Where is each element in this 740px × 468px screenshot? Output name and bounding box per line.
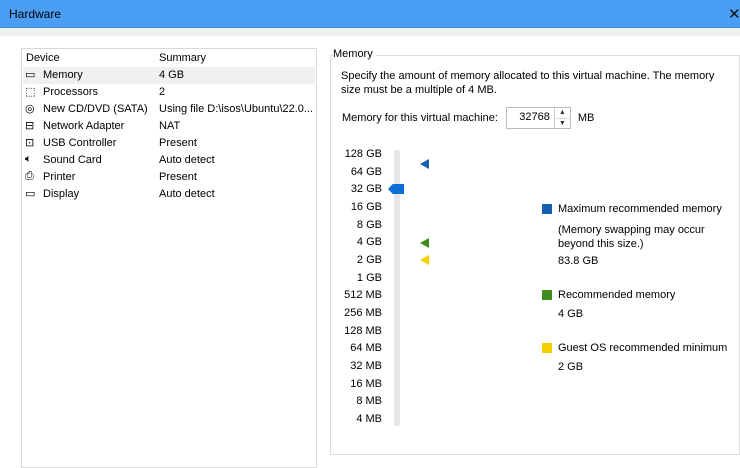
memory-icon: ▭ xyxy=(25,69,36,81)
column-header-summary[interactable]: Summary xyxy=(159,52,207,64)
device-summary: Present xyxy=(159,171,197,183)
device-summary: NAT xyxy=(159,120,181,132)
max-legend-note: (Memory swapping may occur beyond this s… xyxy=(558,224,705,250)
cd-icon: ◎ xyxy=(25,103,35,115)
max-legend-label: Maximum recommended memory xyxy=(558,203,722,215)
memory-description: Specify the amount of memory allocated t… xyxy=(341,70,715,96)
slider-tick-label: 8 MB xyxy=(356,395,382,408)
max-legend-swatch xyxy=(542,204,552,214)
device-name: Sound Card xyxy=(43,154,102,166)
device-name: USB Controller xyxy=(43,137,117,149)
device-row-network-adapter[interactable]: ⊟ Network Adapter NAT xyxy=(23,118,315,135)
device-list: Device Summary ▭ Memory 4 GB ⬚ Processors 2 ◎ N… xyxy=(21,48,317,468)
column-header-device[interactable]: Device xyxy=(26,52,60,64)
device-name: Network Adapter xyxy=(43,120,125,132)
usb-icon: ⊡ xyxy=(25,137,35,149)
slider-tick-label: 4 GB xyxy=(356,236,382,249)
device-row-processors[interactable]: ⬚ Processors 2 xyxy=(23,84,315,101)
device-row-display[interactable]: ▭ Display Auto detect xyxy=(23,186,315,203)
slider-tick-label: 32 MB xyxy=(350,360,382,373)
network-icon: ⊟ xyxy=(25,120,35,132)
memory-unit: MB xyxy=(577,112,595,124)
memory-slider-thumb[interactable] xyxy=(388,184,404,194)
printer-icon: ⎙ xyxy=(25,170,34,182)
slider-tick-label: 16 MB xyxy=(350,377,382,390)
slider-tick-label: 32 GB xyxy=(350,183,382,196)
minimum-marker xyxy=(420,255,429,265)
min-legend-value: 2 GB xyxy=(558,361,584,373)
device-summary: 2 xyxy=(159,86,166,98)
title-bar: Hardware ✕ xyxy=(0,0,740,28)
device-name: Processors xyxy=(43,86,99,98)
stepper-up-icon[interactable]: ▲ xyxy=(554,108,570,119)
max-legend-value: 83.8 GB xyxy=(558,255,599,267)
device-row-usb-controller[interactable]: ⊡ USB Controller Present xyxy=(23,135,315,152)
memory-field-label: Memory for this virtual machine: xyxy=(342,112,498,124)
device-summary: Auto detect xyxy=(159,154,215,166)
slider-tick-label: 64 GB xyxy=(350,165,382,178)
device-name: New CD/DVD (SATA) xyxy=(43,103,148,115)
device-name: Printer xyxy=(43,171,76,183)
device-row-new-cd-dvd-sata-[interactable]: ◎ New CD/DVD (SATA) Using file D:\isos\Ubu… xyxy=(23,101,315,118)
rec-legend-value: 4 GB xyxy=(558,308,584,320)
device-summary: Auto detect xyxy=(159,188,215,200)
rec-legend-swatch xyxy=(542,290,552,300)
slider-tick-label: 16 GB xyxy=(350,201,382,213)
device-row-sound-card[interactable]: 🔈︎ Sound Card Auto detect xyxy=(23,152,315,169)
device-summary: Present xyxy=(159,137,197,149)
slider-tick-label: 64 MB xyxy=(350,342,382,355)
slider-tick-label: 2 GB xyxy=(356,254,382,267)
max-legend-details: (Memory swapping may occur beyond this s… xyxy=(558,223,708,267)
device-row-memory[interactable]: ▭ Memory 4 GB xyxy=(23,67,315,84)
memory-input[interactable]: 32768 xyxy=(519,111,550,123)
memory-stepper[interactable]: 32768 ▲ ▼ xyxy=(505,107,571,129)
slider-tick-label: 4 MB xyxy=(356,413,382,426)
close-icon[interactable]: ✕ xyxy=(728,6,740,23)
display-icon: ▭ xyxy=(25,188,36,200)
stepper-down-icon[interactable]: ▼ xyxy=(558,120,566,127)
divider xyxy=(0,28,740,36)
slider-tick-label: 512 MB xyxy=(344,289,382,302)
min-legend-label: Guest OS recommended minimum xyxy=(558,342,728,354)
slider-tick-label: 128 MB xyxy=(344,324,382,337)
device-row-printer[interactable]: ⎙ Printer Present xyxy=(23,169,315,186)
device-summary: Using file D:\isos\Ubuntu\22.0... xyxy=(159,103,314,115)
slider-tick-label: 256 MB xyxy=(344,307,382,320)
memory-field-row: Memory for this virtual machine: 32768 ▲… xyxy=(342,107,594,129)
slider-tick-label: 128 GB xyxy=(344,148,382,160)
max-recommended-marker xyxy=(420,159,429,169)
slider-tick-label: 8 GB xyxy=(356,218,382,231)
memory-group-label: Memory xyxy=(333,48,376,60)
device-name: Memory xyxy=(43,69,83,81)
device-name: Display xyxy=(43,188,80,200)
min-legend-swatch xyxy=(542,343,552,353)
memory-slider-track[interactable] xyxy=(394,150,400,426)
sound-icon: 🔈︎ xyxy=(25,153,32,165)
slider-tick-label: 1 GB xyxy=(356,271,382,284)
device-summary: 4 GB xyxy=(159,69,185,81)
processor-icon: ⬚ xyxy=(25,86,36,98)
recommended-marker xyxy=(420,238,429,248)
window-title: Hardware xyxy=(9,7,62,21)
rec-legend-label: Recommended memory xyxy=(558,289,676,301)
